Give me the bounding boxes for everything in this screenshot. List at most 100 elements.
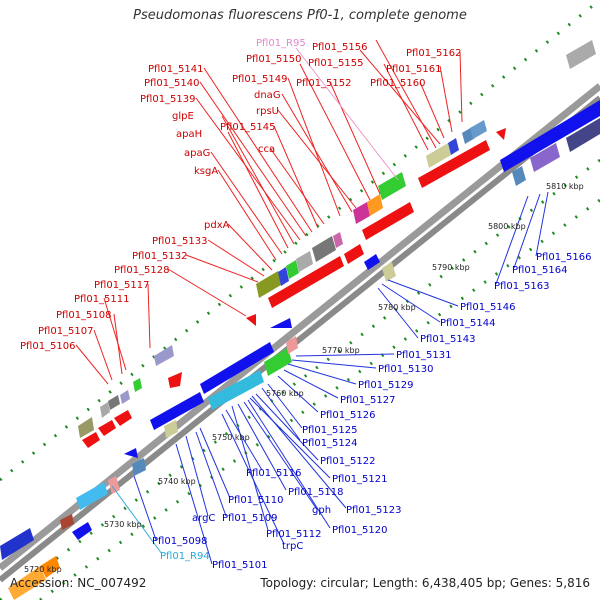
reverse-arrow (72, 522, 92, 540)
cds-block (208, 370, 264, 410)
reverse-leader-lines (133, 191, 549, 565)
kbp-tick-label: 5720 kbp (24, 565, 62, 574)
forward-arrow (246, 314, 256, 326)
cds-block (296, 251, 313, 272)
forward-arrow (344, 244, 364, 264)
leader-line (261, 387, 301, 441)
cds-block (333, 232, 343, 248)
gene-label: Pfl01_5109 (222, 513, 278, 524)
gene-label: apaH (176, 129, 202, 140)
cds-block (78, 417, 94, 438)
gene-label: cca (258, 144, 275, 155)
leader-line (299, 63, 371, 201)
rna-gene-label: Pfl01_R95 (256, 38, 306, 49)
kbp-tick-label: 5780 kbp (378, 303, 416, 312)
cds-block (40, 556, 60, 578)
leader-line (255, 393, 319, 461)
forward-gene-labels: Pfl01_5106 Pfl01_5107 Pfl01_5108 Pfl01_5… (20, 42, 462, 352)
leader-line (75, 344, 109, 385)
cds-block (108, 476, 120, 494)
leader-line (287, 363, 357, 385)
gene-label: Pfl01_5128 (114, 265, 170, 276)
gene-label: Pfl01_5127 (340, 395, 396, 406)
cds-block (512, 166, 526, 186)
forward-arrow (114, 410, 132, 426)
gene-label: Pfl01_5140 (144, 78, 200, 89)
forward-arrow (268, 256, 344, 308)
leader-line (381, 283, 441, 323)
kbp-tick-label: 5800 kbp (488, 222, 526, 231)
leader-line (387, 279, 459, 307)
forward-arrow (362, 202, 414, 240)
leader-line (147, 283, 151, 349)
kbp-tick-label: 5730 kbp (104, 520, 142, 529)
gene-label: Pfl01_5144 (440, 318, 496, 329)
gene-label: Pfl01_5125 (302, 425, 358, 436)
kbp-tick-label: 5810 kbp (546, 182, 584, 191)
cds-block (108, 395, 120, 410)
reverse-arrow (270, 318, 292, 328)
leader-line (221, 115, 295, 245)
leader-line (459, 51, 463, 123)
leader-line (377, 287, 419, 339)
leader-line (269, 147, 325, 225)
cds-block (367, 194, 383, 216)
leader-line (103, 297, 127, 371)
forward-arrow (98, 420, 116, 436)
gene-label: Pfl01_5117 (94, 280, 150, 291)
leader-line (243, 401, 317, 509)
gene-label: trpC (282, 541, 303, 552)
leader-line (231, 405, 269, 531)
rna-leader-line-forward (295, 47, 399, 181)
gene-label: Pfl01_5156 (312, 42, 368, 53)
leader-line (203, 67, 313, 233)
rna-leader-line-reverse (111, 485, 163, 555)
reverse-arrow (364, 254, 380, 270)
reverse-cds-blocks (0, 118, 600, 600)
leader-line (199, 81, 307, 237)
gene-label: Pfl01_5132 (132, 251, 188, 262)
cds-block (448, 138, 459, 155)
leader-line (277, 375, 319, 413)
kbp-tick-label: 5740 kbp (158, 477, 196, 486)
leader-line (217, 169, 277, 261)
reverse-arrow (124, 448, 138, 458)
leader-line (210, 151, 283, 255)
gene-label: Pfl01_5162 (406, 48, 462, 59)
cds-block (164, 420, 178, 438)
cds-block (132, 458, 146, 476)
forward-cds-blocks (78, 40, 596, 438)
leader-line (247, 399, 331, 529)
cds-block (264, 348, 292, 376)
cds-block (0, 528, 34, 560)
gene-label: Pfl01_5160 (370, 78, 426, 89)
gene-label: Pfl01_5145 (220, 122, 276, 133)
leader-line (383, 63, 429, 151)
gene-label: Pfl01_5098 (152, 536, 208, 547)
cds-block (353, 202, 370, 224)
cds-block (133, 378, 142, 392)
cds-block (256, 271, 281, 298)
genome-title: Pseudomonas fluorescens Pf0-1, complete … (133, 8, 467, 23)
leader-line (439, 65, 453, 133)
gene-label: Pfl01_5152 (296, 78, 352, 89)
cds-block (278, 267, 289, 286)
leader-line (251, 395, 347, 509)
forward-leader-lines (75, 39, 463, 385)
gene-label: Pfl01_5164 (512, 265, 568, 276)
cds-block (286, 260, 299, 279)
genome-summary-label: Topology: circular; Length: 6,438,405 bp… (260, 576, 590, 590)
gene-label: apaG (184, 148, 210, 159)
gene-label: Pfl01_5107 (38, 326, 94, 337)
kbp-tick-labels: 5720 kbp 5730 kbp 5740 kbp 5750 kbp 5760… (24, 182, 584, 574)
leader-line (535, 191, 549, 257)
leader-line (133, 475, 157, 541)
forward-arrow (496, 128, 506, 140)
gene-label: Pfl01_5120 (332, 525, 388, 536)
gene-label: argC (192, 513, 215, 524)
leader-line (277, 109, 357, 209)
leader-line (359, 49, 441, 145)
cds-block (286, 336, 298, 354)
leader-line (513, 193, 541, 269)
